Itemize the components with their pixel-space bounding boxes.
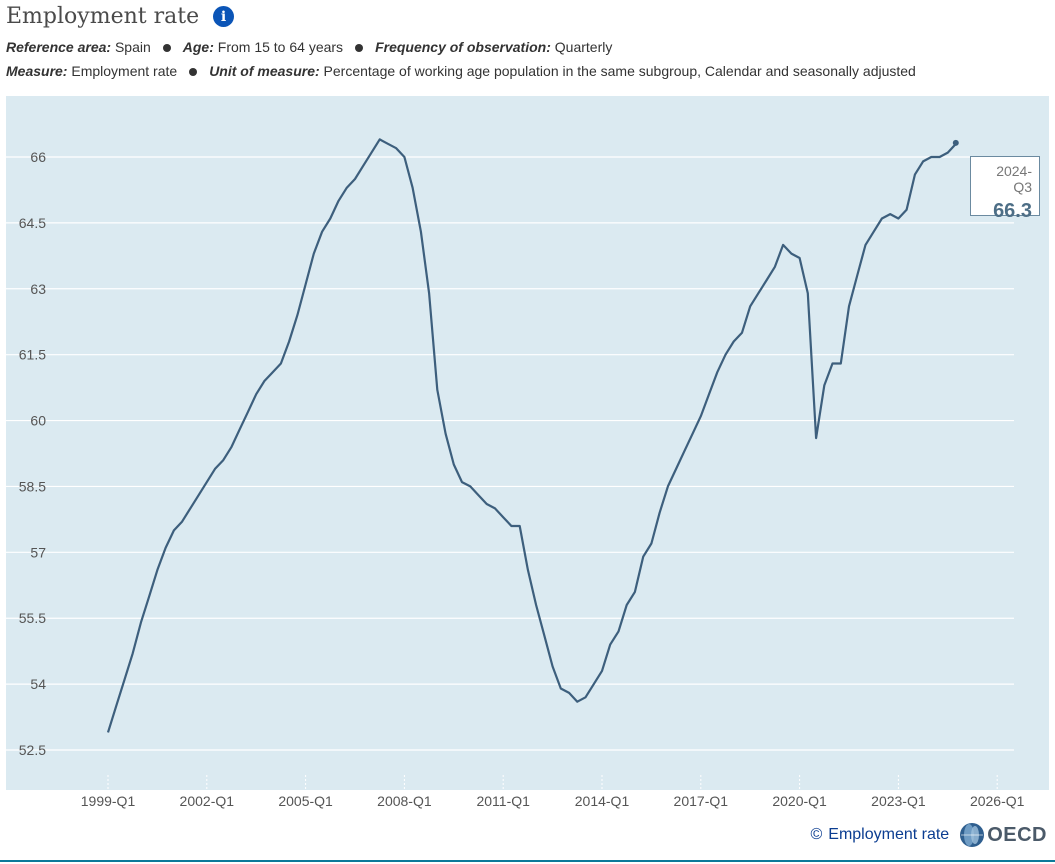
- oecd-logo[interactable]: OECD: [959, 822, 1047, 848]
- data-tooltip: 2024-Q3 66.3: [970, 156, 1040, 222]
- series-group: [106, 138, 959, 733]
- x-tick-label: 2002-Q1: [180, 793, 235, 809]
- tooltip-value: 66.3: [993, 200, 1032, 222]
- separator-dot: [189, 67, 198, 76]
- y-tick-label: 61.5: [19, 347, 46, 363]
- y-tick-label: 57: [30, 544, 46, 560]
- tooltip-period: 2024-Q3: [996, 163, 1032, 195]
- x-tick-label: 2011-Q1: [476, 793, 530, 809]
- frequency-label: Frequency of observation:: [375, 39, 551, 55]
- measure-label: Measure:: [6, 63, 68, 79]
- x-tick-label: 2023-Q1: [871, 793, 926, 809]
- reference-area-label: Reference area:: [6, 39, 112, 55]
- chart-title: Employment rate: [6, 4, 200, 29]
- chart-footer: © Employment rate OECD: [810, 822, 1047, 848]
- chart-header: Employment rate i: [6, 4, 235, 29]
- unit-value: Percentage of working age population in …: [323, 63, 916, 79]
- y-tick-label: 58.5: [19, 478, 46, 494]
- plot-background: [6, 96, 1049, 790]
- age-value: From 15 to 64 years: [217, 39, 344, 55]
- highlight-point[interactable]: [952, 139, 959, 146]
- unit-label: Unit of measure:: [209, 63, 320, 79]
- frequency-value: Quarterly: [554, 39, 613, 55]
- series-line-employment-rate[interactable]: [106, 138, 957, 733]
- x-axis-ticks: 1999-Q1 2002-Q1 2005-Q1 2008-Q1 2011-Q1 2014-…: [81, 775, 1025, 809]
- y-tick-label: 64.5: [19, 215, 46, 231]
- info-icon[interactable]: i: [213, 6, 235, 27]
- x-tick-label: 2014-Q1: [575, 793, 630, 809]
- line-chart: 52.5 54 55.5 57 58.5 60 61.5 63 64.5 66 1999-Q1 20…: [6, 96, 1049, 809]
- oecd-brand: OECD: [987, 823, 1047, 846]
- x-tick-label: 2020-Q1: [772, 793, 827, 809]
- footer-dataset-link[interactable]: Employment rate: [828, 826, 950, 843]
- metadata-line-1: Reference area: Spain Age: From 15 to 64 …: [6, 39, 612, 55]
- y-tick-label: 63: [30, 281, 46, 297]
- metadata-line-2: Measure: Employment rate Unit of measure:…: [6, 63, 916, 79]
- y-axis-ticks: 52.5 54 55.5 57 58.5 60 61.5 63 64.5 66: [19, 149, 46, 758]
- separator-dot: [162, 43, 171, 52]
- y-tick-label: 52.5: [19, 742, 46, 758]
- x-tick-label: 2026-Q1: [970, 793, 1025, 809]
- age-label: Age:: [182, 39, 214, 55]
- x-tick-label: 1999-Q1: [81, 793, 136, 809]
- y-tick-label: 66: [30, 149, 46, 165]
- measure-value: Employment rate: [71, 63, 178, 79]
- x-tick-label: 2008-Q1: [377, 793, 432, 809]
- y-tick-label: 60: [30, 413, 46, 429]
- y-tick-label: 55.5: [19, 610, 46, 626]
- separator-dot: [355, 43, 364, 52]
- reference-area-value: Spain: [114, 39, 151, 55]
- gridlines: [6, 156, 1014, 751]
- x-tick-label: 2017-Q1: [674, 793, 729, 809]
- globe-icon: [960, 823, 985, 847]
- y-tick-label: 54: [30, 676, 46, 692]
- copyright-icon[interactable]: ©: [810, 826, 823, 843]
- x-tick-label: 2005-Q1: [278, 793, 333, 809]
- bottom-rule: [0, 860, 1055, 862]
